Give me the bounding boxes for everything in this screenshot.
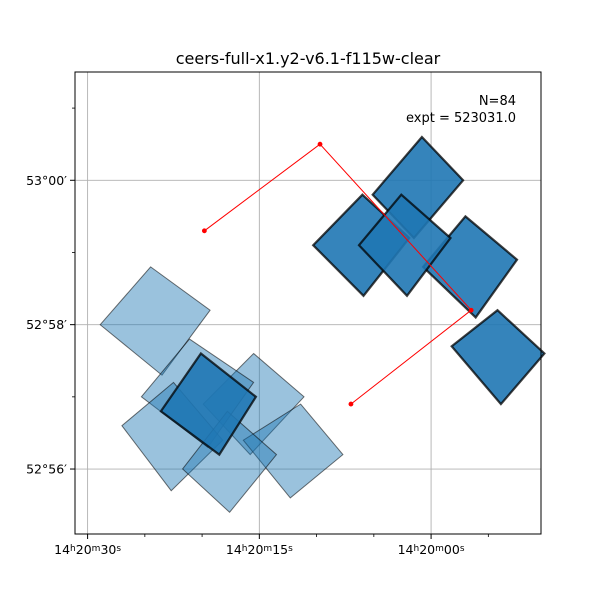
y-tick-label: 52°58′	[26, 317, 67, 332]
plot-frame	[74, 71, 542, 535]
x-tick-label: 14h20m15s	[226, 542, 293, 557]
pointing-marker	[317, 141, 323, 147]
axis-ticks: 14h20m30s 14h20m15s 14h20m00s 53°00′ 52°58′ 5…	[26, 107, 489, 557]
footprint-shallow-4	[242, 403, 344, 499]
x-tick-label: 14h20m30s	[54, 542, 121, 557]
pointing-marker	[348, 401, 354, 407]
footprints	[99, 135, 546, 514]
pointing-marker	[468, 307, 474, 313]
chart-title: ceers-full-x1.y2-v6.1-f115w-clear	[176, 49, 441, 68]
footprint-deep-7	[159, 351, 258, 457]
y-tick-label: 53°00′	[26, 173, 67, 188]
footprint-shallow-6	[181, 410, 278, 514]
annotation-count: N=84	[479, 94, 516, 109]
pointing-path	[201, 141, 474, 407]
x-tick-label: 14h20m00s	[398, 542, 465, 557]
pointing-marker	[201, 228, 207, 234]
annotation-exposure: expt = 523031.0	[406, 111, 516, 126]
footprint-deep-11	[357, 193, 452, 298]
y-tick-label: 52°56′	[26, 462, 67, 477]
footprint-deep-12	[450, 308, 546, 406]
pointing-path-line	[204, 143, 472, 405]
footprint-shallow-1	[99, 266, 211, 376]
